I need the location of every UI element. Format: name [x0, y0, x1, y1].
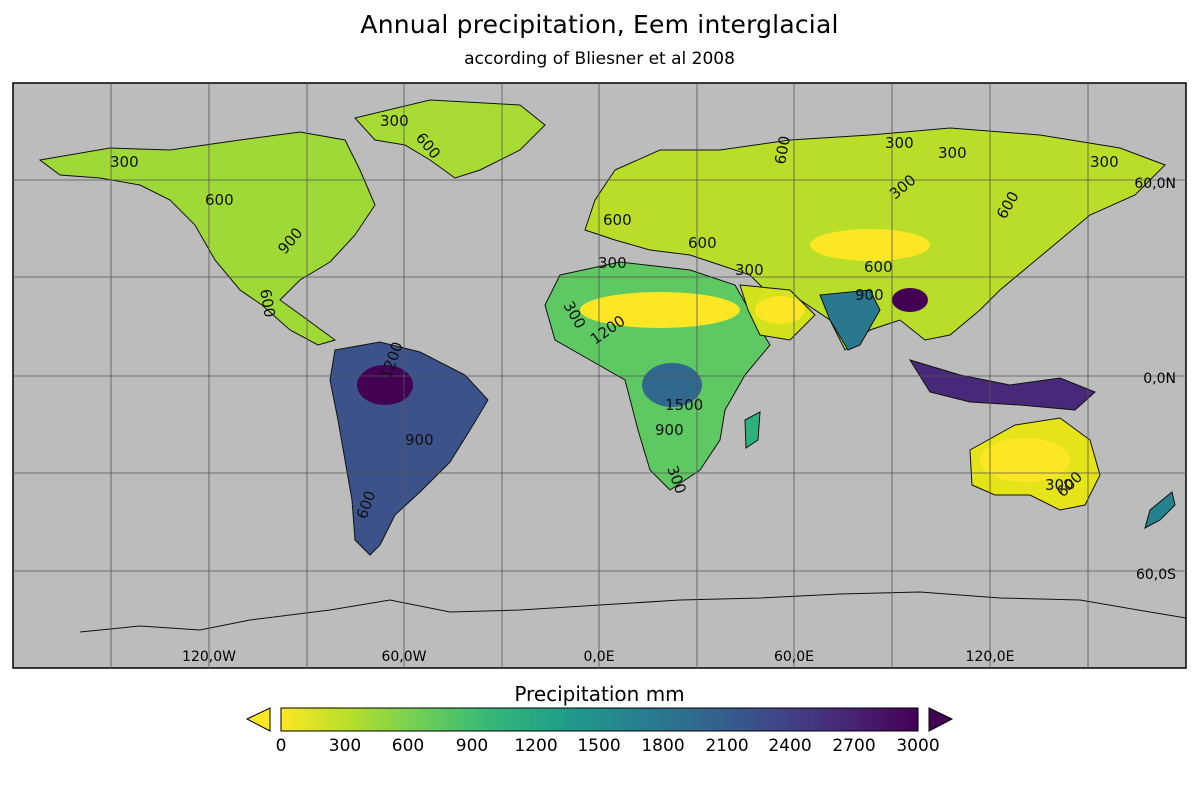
colorbar-tick: 0	[275, 736, 287, 756]
colorbar-extend-min	[245, 707, 271, 732]
colorbar	[245, 707, 954, 732]
colorbar-tick: 600	[391, 736, 425, 756]
bangladesh-wet-core	[892, 288, 928, 312]
contour-label: 300	[1045, 476, 1074, 494]
contour-label: 600	[864, 258, 893, 276]
colorbar-extend-max	[928, 707, 954, 732]
map-title: Annual precipitation, Eem interglacial	[360, 10, 839, 39]
colorbar-label: Precipitation mm	[514, 682, 685, 706]
amazon-wet-core	[357, 365, 413, 405]
lon-label: 120,0E	[966, 649, 1015, 665]
lon-label: 120,0W	[182, 649, 236, 665]
contour-label: 300	[938, 144, 967, 162]
colorbar-tick: 1800	[641, 736, 685, 756]
colorbar-tick: 2700	[832, 736, 876, 756]
lon-labels: 120,0W 60,0W 0,0E 60,0E 120,0E	[182, 649, 1014, 665]
contour-label: 600	[256, 288, 279, 319]
map-subtitle: according of Bliesner et al 2008	[464, 49, 735, 69]
lat-label: 60,0N	[1134, 176, 1176, 192]
colorbar-tick: 1500	[577, 736, 621, 756]
lat-label: 60,0S	[1136, 567, 1176, 583]
lon-label: 0,0E	[583, 649, 614, 665]
landmass-indonesia	[908, 359, 1096, 411]
arabia-dry-core	[755, 296, 805, 324]
contour-label: 300	[735, 261, 764, 279]
lon-label: 60,0W	[381, 649, 426, 665]
landmass-madagascar	[744, 411, 761, 449]
australia-dry-core	[980, 438, 1070, 482]
contour-label: 900	[855, 286, 884, 304]
central-asia-dry-core	[810, 229, 930, 261]
landmass-india	[819, 289, 881, 351]
colorbar-tick: 2100	[705, 736, 749, 756]
colorbar-tick: 300	[328, 736, 362, 756]
contour-label: 900	[655, 421, 684, 439]
contour-label: 600	[688, 234, 717, 252]
contour-label: 1500	[665, 396, 703, 414]
congo-wet-core	[642, 363, 702, 407]
colorbar-tick: 1200	[514, 736, 558, 756]
landmass-north-america	[38, 131, 376, 346]
colorbar-tick: 2400	[768, 736, 812, 756]
contour-label: 300	[598, 254, 627, 272]
colorbar-gradient	[280, 707, 919, 732]
contour-label: 300	[885, 134, 914, 152]
contour-label: 300	[380, 112, 409, 130]
contour-label: 300	[110, 153, 139, 171]
colorbar-tick: 900	[455, 736, 489, 756]
contour-label: 900	[405, 431, 434, 449]
colorbar-tick: 3000	[896, 736, 940, 756]
precip-wet-cores	[357, 229, 1070, 482]
antarctica-coastline	[79, 591, 1187, 633]
contour-label: 600	[771, 134, 794, 165]
lat-labels: 60,0N 0,0N 60,0S	[1134, 176, 1176, 583]
contour-label: 300	[1090, 153, 1119, 171]
contour-label: 600	[205, 191, 234, 209]
contour-label: 600	[603, 211, 632, 229]
graticule	[13, 83, 1186, 668]
landmass-greenland	[354, 99, 546, 179]
sahara-dry-core	[580, 292, 740, 328]
lat-label: 0,0N	[1143, 371, 1176, 387]
landmass-new-zealand	[1144, 491, 1176, 529]
lon-label: 60,0E	[774, 649, 814, 665]
